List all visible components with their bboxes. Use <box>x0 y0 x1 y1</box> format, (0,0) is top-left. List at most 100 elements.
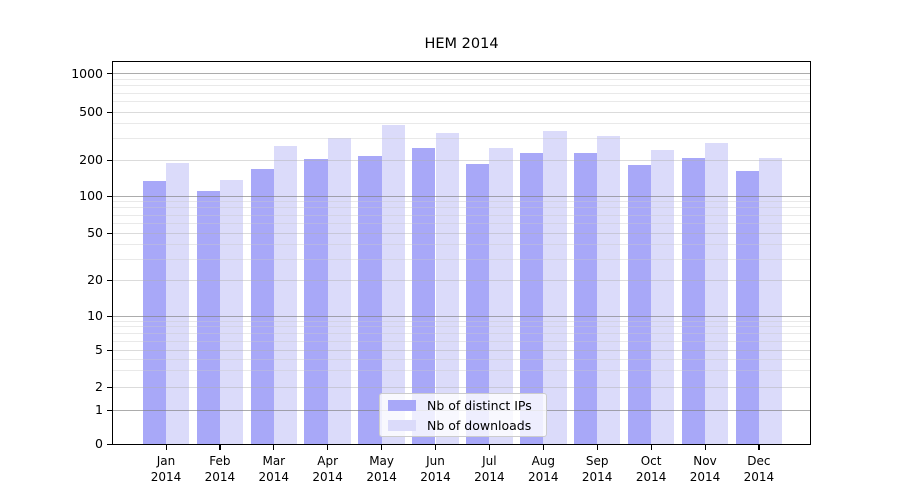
x-tick-mark <box>542 445 544 450</box>
legend-label: Nb of distinct IPs <box>427 397 532 413</box>
x-tick-label-apr: Apr 2014 <box>296 453 360 485</box>
x-tick-year: 2014 <box>204 470 236 484</box>
y-tick-mark <box>106 73 112 75</box>
x-tick-label-jul: Jul 2014 <box>457 453 521 485</box>
minor-gridline <box>113 85 810 87</box>
bar-distinct-ips-dec <box>735 170 759 444</box>
x-tick-month: May <box>369 454 394 468</box>
minor-gridline <box>113 222 810 224</box>
x-tick-mark <box>758 445 760 450</box>
minor-gridline <box>113 201 810 203</box>
bar-distinct-ips-jul <box>466 164 490 444</box>
x-tick-label-jan: Jan 2014 <box>134 453 198 485</box>
x-tick-label-oct: Oct 2014 <box>619 453 683 485</box>
minor-gridline <box>113 340 810 342</box>
minor-gridline <box>113 370 810 372</box>
x-tick-year: 2014 <box>635 470 667 484</box>
bar-distinct-ips-jan <box>142 181 166 444</box>
sub-gridline <box>113 349 810 351</box>
x-tick-mark <box>273 445 275 450</box>
minor-gridline <box>113 101 810 103</box>
legend-item-downloads: Nb of downloads <box>388 418 534 433</box>
x-tick-label-jun: Jun 2014 <box>404 453 468 485</box>
bar-downloads-feb <box>219 180 244 444</box>
bar-distinct-ips-apr <box>304 159 328 444</box>
bar-distinct-ips-nov <box>681 158 705 444</box>
y-tick-mark <box>106 279 112 281</box>
minor-gridline <box>113 207 810 209</box>
x-tick-mark <box>165 445 167 450</box>
x-tick-month: Feb <box>209 454 231 468</box>
x-tick-label-feb: Feb 2014 <box>188 453 252 485</box>
x-tick-year: 2014 <box>528 470 559 484</box>
x-tick-mark <box>488 445 491 450</box>
x-tick-label-dec: Dec 2014 <box>727 453 791 485</box>
y-tick-label: 10 <box>87 308 103 323</box>
bar-distinct-ips-sep <box>573 153 598 444</box>
y-tick-label: 1000 <box>71 65 103 81</box>
y-tick-label: 0 <box>95 436 103 451</box>
y-tick-label: 100 <box>79 188 103 203</box>
y-tick-label: 500 <box>79 104 103 119</box>
y-tick-mark <box>106 111 112 113</box>
y-tick-label: 20 <box>87 272 103 287</box>
y-tick-label: 1 <box>95 402 103 417</box>
x-tick-month: Apr <box>317 454 339 468</box>
y-tick-label: 200 <box>79 152 103 167</box>
legend: Nb of distinct IPs Nb of downloads <box>379 393 547 437</box>
major-gridline <box>113 315 810 317</box>
legend-swatch <box>388 399 416 411</box>
minor-gridline <box>113 358 810 360</box>
x-tick-label-mar: Mar 2014 <box>242 453 306 485</box>
bar-downloads-sep <box>597 136 621 444</box>
x-tick-year: 2014 <box>743 470 775 484</box>
sub-gridline <box>113 386 810 388</box>
minor-gridline <box>113 138 810 140</box>
x-tick-year: 2014 <box>258 470 290 484</box>
x-tick-label-sep: Sep 2014 <box>565 453 629 485</box>
x-tick-year: 2014 <box>366 470 397 484</box>
bar-downloads-jan <box>166 162 190 444</box>
sub-gridline <box>113 279 810 281</box>
minor-gridline <box>113 92 810 94</box>
major-gridline <box>113 73 810 74</box>
y-tick-mark <box>106 409 112 411</box>
bar-downloads-may <box>381 124 405 444</box>
x-tick-year: 2014 <box>312 470 343 484</box>
sub-gridline <box>113 159 810 161</box>
bar-distinct-ips-mar <box>250 169 274 444</box>
bar-downloads-aug <box>543 130 567 444</box>
y-tick-mark <box>106 386 112 388</box>
bar-downloads-nov <box>705 142 729 444</box>
major-gridline <box>113 195 810 197</box>
y-tick-mark <box>106 195 112 197</box>
minor-gridline <box>113 326 810 328</box>
legend-item-distinct-ips: Nb of distinct IPs <box>388 398 534 413</box>
x-tick-mark <box>704 445 706 450</box>
y-tick-mark <box>106 315 112 317</box>
x-tick-month: Nov <box>693 454 717 468</box>
x-tick-year: 2014 <box>474 470 505 484</box>
x-tick-month: Jan <box>156 454 176 468</box>
minor-gridline <box>113 78 810 80</box>
x-tick-month: Aug <box>531 454 556 468</box>
x-tick-label-nov: Nov 2014 <box>673 453 737 485</box>
y-tick-label: 50 <box>87 225 103 240</box>
bar-distinct-ips-oct <box>627 165 652 444</box>
minor-gridline <box>113 123 810 125</box>
y-tick-mark <box>106 349 112 351</box>
x-tick-mark <box>435 445 437 450</box>
x-tick-month: Dec <box>747 454 771 468</box>
bar-downloads-jun <box>435 132 459 444</box>
x-tick-month: Jun <box>426 454 445 468</box>
minor-gridline <box>113 214 810 216</box>
y-tick-mark <box>106 232 112 234</box>
bar-distinct-ips-may <box>358 155 382 444</box>
x-tick-mark <box>327 445 329 450</box>
x-tick-month: Jul <box>482 454 497 468</box>
x-tick-mark <box>596 445 598 450</box>
bar-distinct-ips-feb <box>196 191 220 444</box>
minor-gridline <box>113 320 810 322</box>
bar-downloads-jul <box>489 148 513 444</box>
